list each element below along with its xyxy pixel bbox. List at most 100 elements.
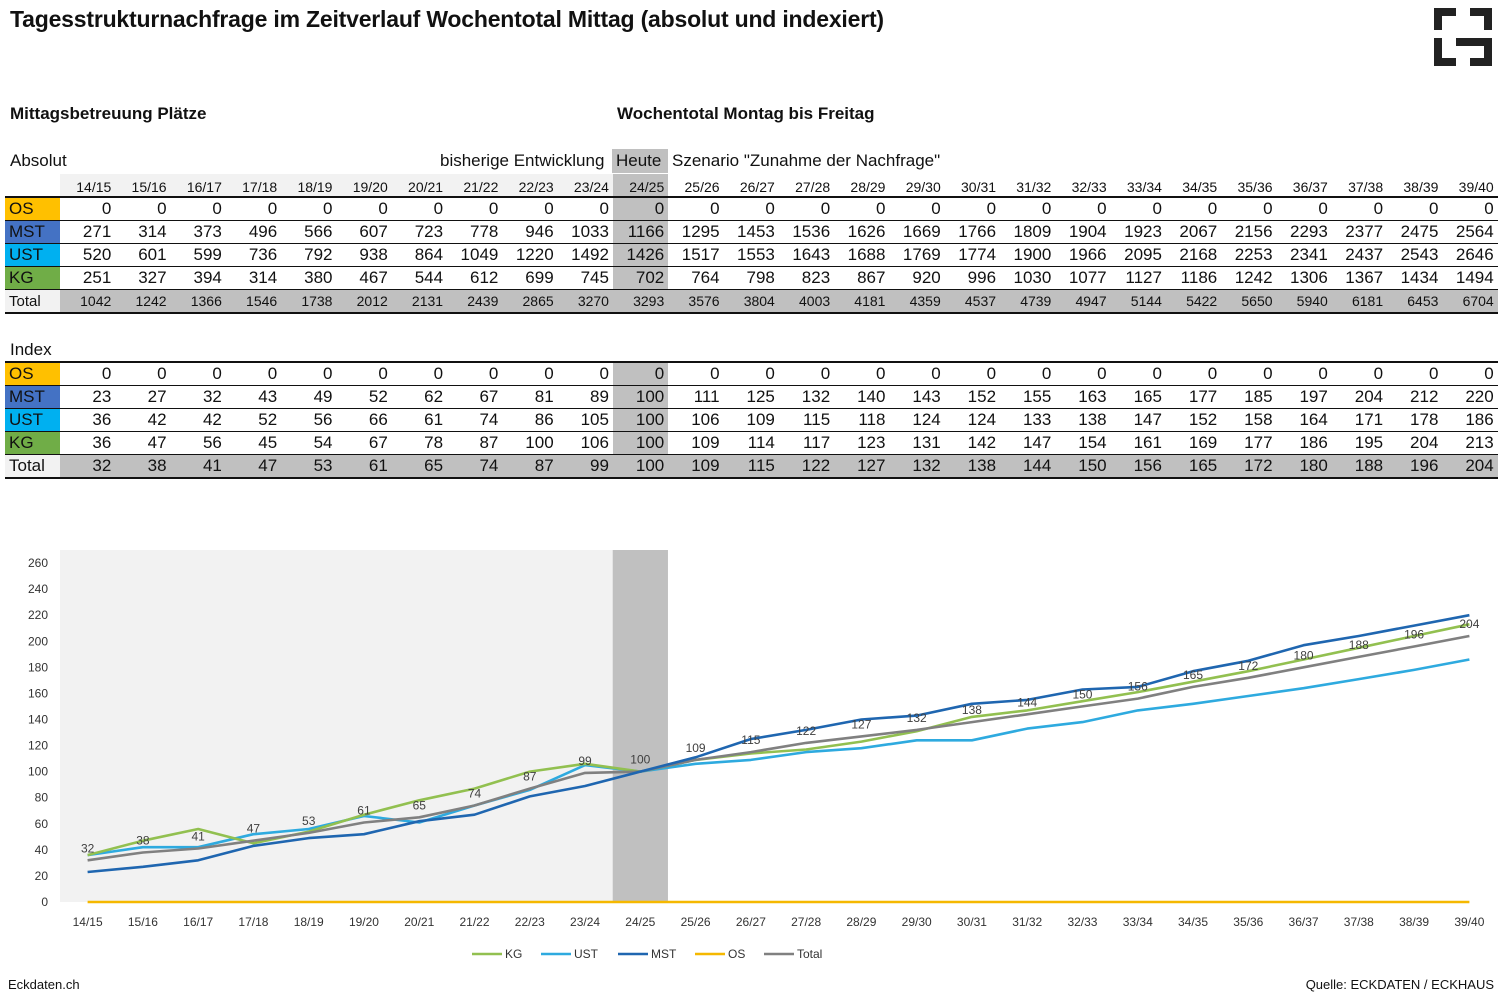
y-tick-label: 260 bbox=[28, 556, 48, 570]
idx-cell: 0 bbox=[1442, 361, 1498, 386]
abs-cell: 1242 bbox=[1221, 266, 1277, 290]
idx-cell: 0 bbox=[778, 361, 835, 386]
idx-row-kg: KG 36 47 56 45 54 67 78 87 100 106 100 109 114 117 123 1… bbox=[5, 431, 1498, 455]
abs-cell: 1127 bbox=[1110, 266, 1166, 290]
idx-cell: 152 bbox=[1165, 408, 1222, 432]
abs-cell: 3270 bbox=[557, 289, 613, 314]
abs-cell: 1366 bbox=[170, 289, 226, 314]
idx-cell: 213 bbox=[1442, 431, 1498, 455]
idx-cell: 111 bbox=[668, 385, 724, 409]
abs-cell: 2131 bbox=[391, 289, 448, 314]
data-label: 188 bbox=[1349, 638, 1369, 652]
data-label: 61 bbox=[357, 803, 371, 817]
idx-cell: 196 bbox=[1387, 454, 1443, 479]
idx-cell: 165 bbox=[1165, 454, 1222, 479]
abs-cell: 0 bbox=[1276, 197, 1332, 221]
abs-cell: 778 bbox=[447, 220, 503, 244]
abs-cell: 1900 bbox=[1000, 243, 1056, 267]
abs-cell: 4537 bbox=[944, 289, 1001, 314]
idx-cell: 158 bbox=[1221, 408, 1277, 432]
abs-cell: 1738 bbox=[281, 289, 337, 314]
x-tick-label: 14/15 bbox=[73, 915, 103, 929]
abs-year-header: 29/30 bbox=[889, 174, 945, 198]
idx-cell: 81 bbox=[502, 385, 558, 409]
idx-cell: 163 bbox=[1055, 385, 1111, 409]
idx-cell: 0 bbox=[1000, 361, 1056, 386]
idx-cell: 43 bbox=[225, 385, 282, 409]
abs-cell: 0 bbox=[502, 197, 558, 221]
x-tick-label: 18/19 bbox=[294, 915, 324, 929]
idx-cell: 67 bbox=[447, 385, 503, 409]
past-period-band bbox=[60, 550, 613, 902]
absolut-table: 14/15 15/16 16/17 17/18 18/19 19/20 20/21 21/22… bbox=[5, 174, 1498, 314]
abs-row-ust: UST 520 601 599 736 792 938 864 1049 1220 1492 1426… bbox=[5, 243, 1498, 267]
abs-cell: 1546 bbox=[225, 289, 282, 314]
y-tick-label: 20 bbox=[35, 869, 49, 883]
idx-cell: 56 bbox=[281, 408, 337, 432]
abs-cell: 5422 bbox=[1165, 289, 1222, 314]
idx-cell: 0 bbox=[281, 361, 337, 386]
x-tick-label: 29/30 bbox=[902, 915, 932, 929]
idx-cell: 186 bbox=[1276, 431, 1332, 455]
y-tick-label: 240 bbox=[28, 582, 48, 596]
idx-cell: 180 bbox=[1276, 454, 1332, 479]
abs-year-header: 34/35 bbox=[1165, 174, 1222, 198]
abs-cell: 0 bbox=[1000, 197, 1056, 221]
idx-cell: 109 bbox=[723, 408, 779, 432]
idx-cell: 74 bbox=[447, 454, 503, 479]
idx-cell: 0 bbox=[1331, 361, 1388, 386]
idx-cell: 61 bbox=[336, 454, 392, 479]
abs-cell: 0 bbox=[1165, 197, 1222, 221]
idx-cell: 131 bbox=[889, 431, 945, 455]
abs-cell: 0 bbox=[225, 197, 282, 221]
data-label: 127 bbox=[851, 717, 871, 731]
abs-cell: 1626 bbox=[834, 220, 890, 244]
abs-cell: 2341 bbox=[1276, 243, 1332, 267]
idx-row-label: MST bbox=[5, 385, 60, 409]
abs-year-header: 24/25 bbox=[612, 174, 669, 198]
idx-cell: 204 bbox=[1387, 431, 1443, 455]
index-line-chart: 0 20 40 60 80 100 120 140 160 180 200 220 240 260 14/1… bbox=[28, 550, 1485, 961]
abs-cell: 496 bbox=[225, 220, 282, 244]
idx-cell: 155 bbox=[1000, 385, 1056, 409]
abs-cell: 5650 bbox=[1221, 289, 1277, 314]
abs-cell: 327 bbox=[115, 266, 171, 290]
abs-cell: 2293 bbox=[1276, 220, 1332, 244]
idx-cell: 147 bbox=[1000, 431, 1056, 455]
abs-cell: 0 bbox=[447, 197, 503, 221]
abs-cell: 0 bbox=[944, 197, 1001, 221]
x-tick-label: 16/17 bbox=[183, 915, 213, 929]
idx-cell: 65 bbox=[391, 454, 448, 479]
idx-cell: 36 bbox=[60, 431, 116, 455]
data-label: 65 bbox=[413, 798, 427, 812]
data-label: 38 bbox=[136, 833, 150, 847]
idx-row-label: Total bbox=[5, 454, 60, 479]
idx-cell: 197 bbox=[1276, 385, 1332, 409]
idx-row-total: Total 32 38 41 47 53 61 65 74 87 99 100 109 115 122 127… bbox=[5, 454, 1498, 479]
x-tick-label: 17/18 bbox=[238, 915, 268, 929]
legend-label-ust: UST bbox=[574, 947, 599, 961]
abs-cell: 0 bbox=[1110, 197, 1166, 221]
legend-label-mst: MST bbox=[651, 947, 677, 961]
abs-cell: 1769 bbox=[889, 243, 945, 267]
idx-cell: 165 bbox=[1110, 385, 1166, 409]
abs-cell: 2377 bbox=[1331, 220, 1388, 244]
abs-cell: 544 bbox=[391, 266, 448, 290]
abs-cell: 1517 bbox=[668, 243, 724, 267]
section-right-heading: Wochentotal Montag bis Freitag bbox=[617, 104, 875, 123]
x-tick-label: 28/29 bbox=[846, 915, 876, 929]
abs-year-header: 36/37 bbox=[1276, 174, 1332, 198]
idx-cell: 171 bbox=[1331, 408, 1388, 432]
idx-cell: 47 bbox=[225, 454, 282, 479]
idx-cell: 117 bbox=[778, 431, 835, 455]
idx-cell: 124 bbox=[889, 408, 945, 432]
abs-cell: 1434 bbox=[1387, 266, 1443, 290]
idx-cell: 133 bbox=[1000, 408, 1056, 432]
page-title: Tagesstrukturnachfrage im Zeitverlauf Wo… bbox=[10, 6, 884, 32]
idx-cell: 86 bbox=[502, 408, 558, 432]
abs-cell: 702 bbox=[612, 266, 669, 290]
idx-cell: 127 bbox=[834, 454, 890, 479]
idx-cell: 54 bbox=[281, 431, 337, 455]
abs-cell: 764 bbox=[668, 266, 724, 290]
abs-cell: 566 bbox=[281, 220, 337, 244]
